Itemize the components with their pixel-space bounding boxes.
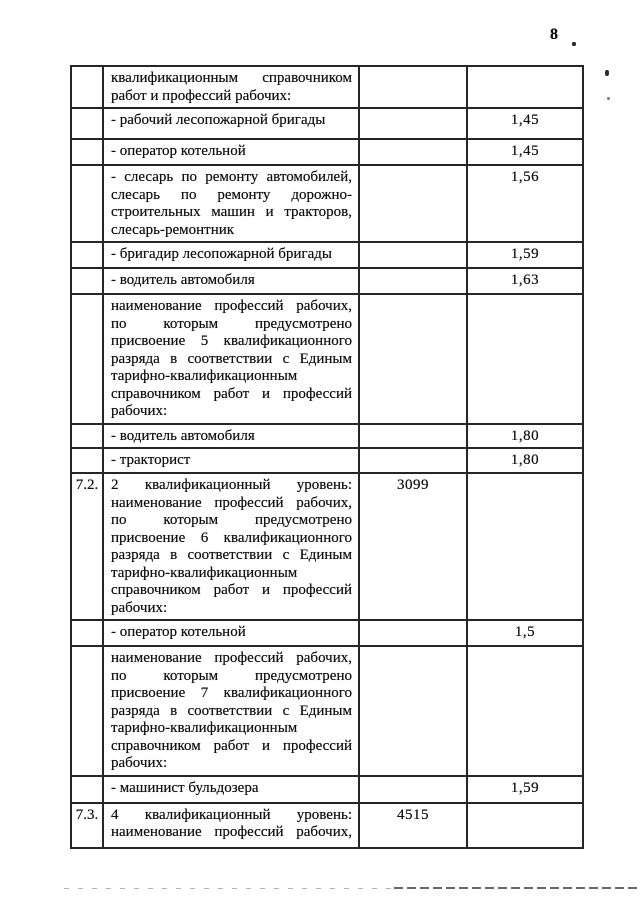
profession-cell: - бригадир лесопожарной бригады: [102, 241, 360, 269]
coefficient-cell: 1,45: [466, 107, 584, 140]
table-row: 7.2. 2 квалификационный уровень: наимено…: [70, 472, 584, 621]
salary-cell: [358, 774, 468, 804]
salary-cell: [358, 107, 468, 140]
row-number-cell: [70, 447, 104, 474]
profession-cell: - тракторист: [102, 447, 360, 474]
profession-cell: - оператор котельной: [102, 619, 360, 647]
table-row: - оператор котельной 1,45: [70, 138, 584, 166]
coefficient-cell: 1,80: [466, 422, 584, 449]
scan-speck: [605, 70, 609, 76]
scan-speck: [607, 97, 610, 100]
salary-cell: [358, 447, 468, 474]
profession-cell: наименование профессий рабочих, по котор…: [102, 293, 360, 425]
salary-cell: [358, 645, 468, 777]
qualification-salary-table: квалификационным справочником работ и пр…: [70, 65, 584, 849]
table-row: - слесарь по ремонту автомобилей, слесар…: [70, 164, 584, 243]
salary-cell: [358, 267, 468, 295]
row-number-cell: [70, 645, 104, 777]
coefficient-cell: 1,45: [466, 138, 584, 166]
profession-cell: - водитель автомобиля: [102, 267, 360, 295]
table-row: - рабочий лесопожарной бригады 1,45: [70, 107, 584, 140]
coefficient-cell: 1,59: [466, 774, 584, 804]
coefficient-cell: 1,5: [466, 619, 584, 647]
table-row: наименование профессий рабочих, по котор…: [70, 645, 584, 777]
table-row: квалификационным справочником работ и пр…: [70, 65, 584, 109]
page-number: 8: [550, 26, 558, 43]
profession-cell: - водитель автомобиля: [102, 422, 360, 449]
scan-speck: [572, 42, 576, 46]
row-number-cell: [70, 774, 104, 804]
row-number-cell: [70, 107, 104, 140]
coefficient-cell: [466, 645, 584, 777]
row-number-cell: [70, 164, 104, 243]
profession-cell: - слесарь по ремонту автомобилей, слесар…: [102, 164, 360, 243]
profession-cell: - рабочий лесопожарной бригады: [102, 107, 360, 140]
salary-cell: [358, 65, 468, 109]
coefficient-cell: [466, 293, 584, 425]
table-row: - тракторист 1,80: [70, 447, 584, 474]
table-row: - водитель автомобиля 1,63: [70, 267, 584, 295]
coefficient-cell: 1,59: [466, 241, 584, 269]
table-row: - водитель автомобиля 1,80: [70, 422, 584, 449]
coefficient-cell: 1,56: [466, 164, 584, 243]
row-number-cell: [70, 293, 104, 425]
table-row: - бригадир лесопожарной бригады 1,59: [70, 241, 584, 269]
profession-cell: 4 квалификационный уровень: наименование…: [102, 801, 360, 849]
table-row: - оператор котельной 1,5: [70, 619, 584, 647]
table-row: - машинист бульдозера 1,59: [70, 774, 584, 804]
coefficient-cell: [466, 801, 584, 849]
scan-artifact-line: [64, 887, 638, 890]
row-number-cell: [70, 422, 104, 449]
row-number-cell: [70, 267, 104, 295]
row-number-cell: 7.2.: [70, 472, 104, 621]
profession-cell: - оператор котельной: [102, 138, 360, 166]
coefficient-cell: 1,80: [466, 447, 584, 474]
coefficient-cell: [466, 472, 584, 621]
coefficient-cell: [466, 65, 584, 109]
profession-cell: 2 квалификационный уровень: наименование…: [102, 472, 360, 621]
row-number-cell: [70, 241, 104, 269]
profession-cell: - машинист бульдозера: [102, 774, 360, 804]
salary-cell: [358, 422, 468, 449]
salary-cell: [358, 241, 468, 269]
table-row: наименование профессий рабочих, по котор…: [70, 293, 584, 425]
salary-cell: [358, 164, 468, 243]
salary-cell: [358, 138, 468, 166]
salary-cell: [358, 619, 468, 647]
row-number-cell: 7.3.: [70, 801, 104, 849]
coefficient-cell: 1,63: [466, 267, 584, 295]
profession-cell: наименование профессий рабочих, по котор…: [102, 645, 360, 777]
row-number-cell: [70, 619, 104, 647]
salary-cell: [358, 293, 468, 425]
row-number-cell: [70, 65, 104, 109]
salary-cell: 4515: [358, 801, 468, 849]
salary-cell: 3099: [358, 472, 468, 621]
table-row: 7.3. 4 квалификационный уровень: наимено…: [70, 801, 584, 849]
row-number-cell: [70, 138, 104, 166]
profession-cell: квалификационным справочником работ и пр…: [102, 65, 360, 109]
